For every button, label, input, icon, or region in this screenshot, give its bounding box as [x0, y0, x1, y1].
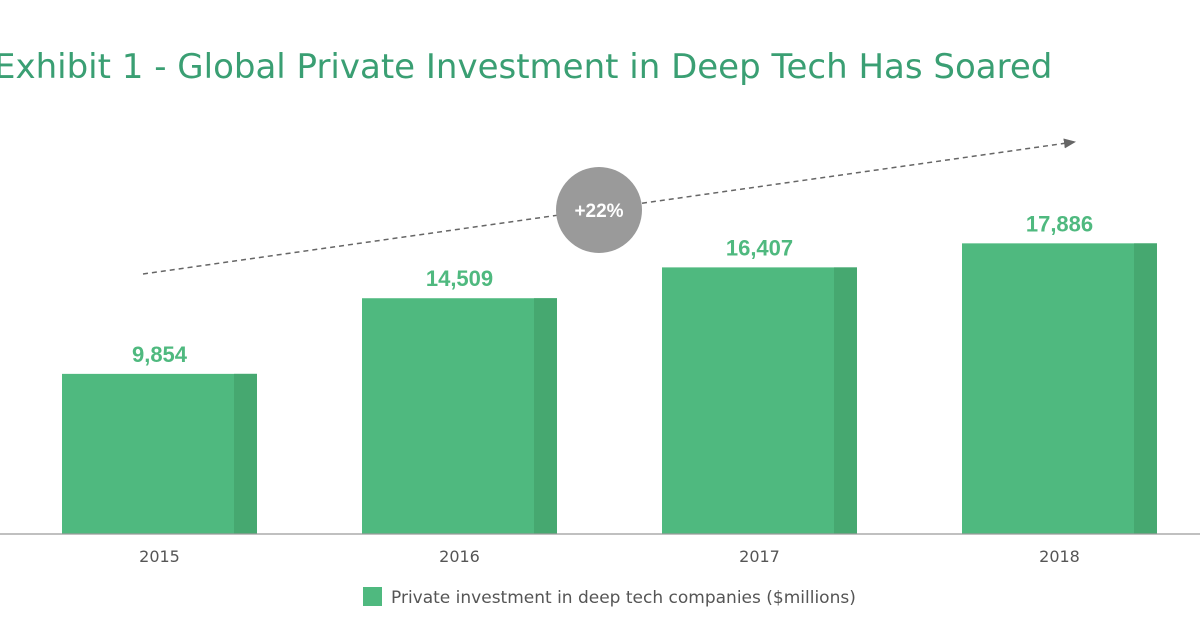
- value-label-2016: 14,509: [426, 266, 493, 291]
- growth-badge-label: +22%: [574, 201, 623, 222]
- bar-shade-2018: [1134, 243, 1157, 535]
- bar-2018: [962, 243, 1157, 535]
- legend-label: Private investment in deep tech companie…: [391, 588, 856, 608]
- bar-shade-2016: [534, 298, 557, 534]
- bar-shade-2015: [234, 373, 257, 534]
- growth-badge-circle: [556, 167, 642, 253]
- bar-shade-2017: [834, 267, 857, 534]
- x-tick-2018: 2018: [1039, 547, 1080, 566]
- value-label-2015: 9,854: [132, 342, 188, 367]
- x-tick-2017: 2017: [739, 547, 780, 566]
- chart-title: Exhibit 1 - Global Private Investment in…: [0, 47, 1052, 87]
- value-labels: 9,854 14,509 16,407 17,886: [132, 211, 1093, 367]
- value-label-2017: 16,407: [726, 235, 793, 260]
- legend: Private investment in deep tech companie…: [363, 587, 856, 608]
- bar-2016: [362, 298, 557, 534]
- x-tick-2015: 2015: [139, 547, 180, 566]
- bar-2017: [662, 267, 857, 534]
- value-label-2018: 17,886: [1026, 211, 1093, 236]
- bar-2015: [62, 373, 257, 534]
- x-axis-ticks: 2015 2016 2017 2018: [139, 547, 1080, 566]
- legend-swatch: [363, 587, 382, 606]
- x-tick-2016: 2016: [439, 547, 480, 566]
- growth-badge: +22%: [556, 167, 642, 253]
- bars: [62, 243, 1157, 535]
